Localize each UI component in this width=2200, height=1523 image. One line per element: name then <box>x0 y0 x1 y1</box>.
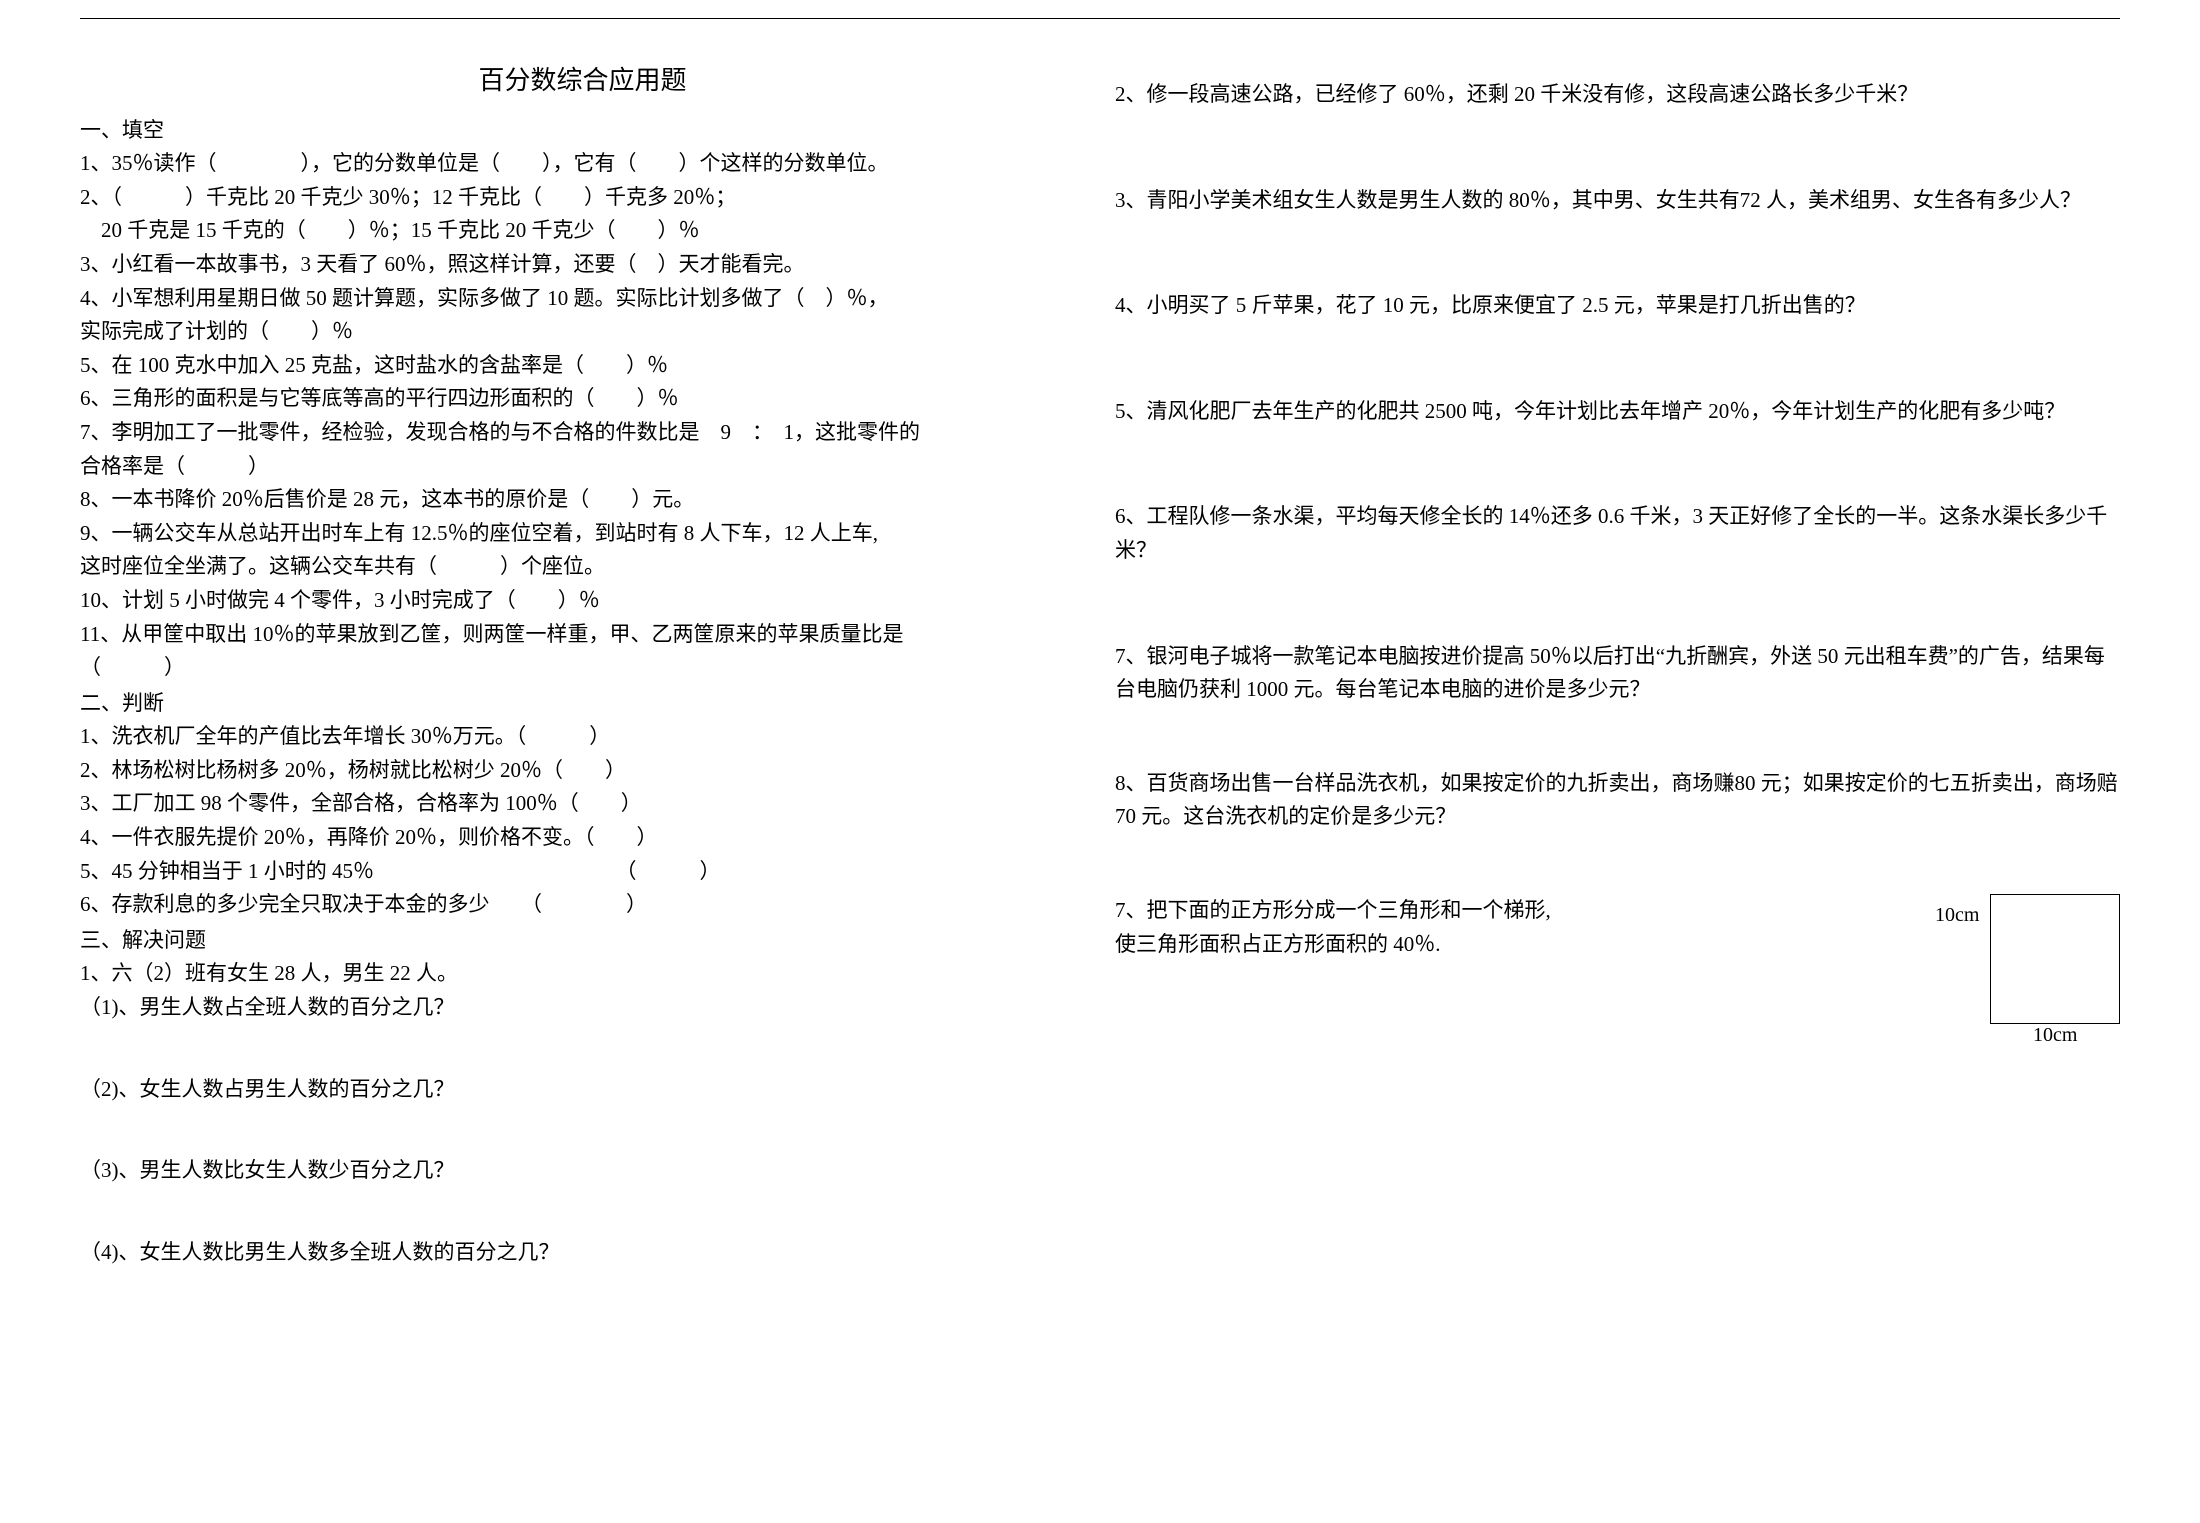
fill-q4-b: 实际完成了计划的（ ）％ <box>80 315 1085 349</box>
fill-q8: 8、一本书降价 20％后售价是 28 元，这本书的原价是（ ）元。 <box>80 483 1085 517</box>
prob-3: 3、青阳小学美术组女生人数是男生人数的 80％，其中男、女生共有72 人，美术组… <box>1115 184 2120 218</box>
section-2-head: 二、判断 <box>80 687 1085 721</box>
prob-2: 2、修一段高速公路，已经修了 60％，还剩 20 千米没有修，这段高速公路长多少… <box>1115 78 2120 112</box>
section-3-head: 三、解决问题 <box>80 924 1085 958</box>
page-title: 百分数综合应用题 <box>80 60 1085 102</box>
fill-q9-b: 这时座位全坐满了。这辆公交车共有（ ）个座位。 <box>80 550 1085 584</box>
square-bottom-label: 10cm <box>2033 1019 2077 1051</box>
prob-8: 8、百货商场出售一台样品洗衣机，如果按定价的九折卖出，商场赚80 元；如果按定价… <box>1115 767 2120 834</box>
section-1-head: 一、填空 <box>80 114 1085 148</box>
fill-q1: 1、35％读作（ ），它的分数单位是（ ），它有（ ）个这样的分数单位。 <box>80 147 1085 181</box>
page-columns: 百分数综合应用题 一、填空 1、35％读作（ ），它的分数单位是（ ），它有（ … <box>80 60 2120 1269</box>
header-rule <box>80 18 2120 19</box>
prob-1: 1、六（2）班有女生 28 人，男生 22 人。 <box>80 957 1085 991</box>
judge-3: 3、工厂加工 98 个零件，全部合格，合格率为 100％（ ） <box>80 787 1085 821</box>
judge-4: 4、一件衣服先提价 20％，再降价 20％，则价格不变。（ ） <box>80 821 1085 855</box>
fill-q5: 5、在 100 克水中加入 25 克盐，这时盐水的含盐率是（ ）％ <box>80 349 1085 383</box>
prob-4: 4、小明买了 5 斤苹果，花了 10 元，比原来便宜了 2.5 元，苹果是打几折… <box>1115 289 2120 323</box>
right-column: 2、修一段高速公路，已经修了 60％，还剩 20 千米没有修，这段高速公路长多少… <box>1115 60 2120 1269</box>
left-column: 百分数综合应用题 一、填空 1、35％读作（ ），它的分数单位是（ ），它有（ … <box>80 60 1085 1269</box>
fill-q2-a: 2、（ ）千克比 20 千克少 30％；12 千克比（ ）千克多 20％； <box>80 181 1085 215</box>
fill-q7-b: 合格率是（ ） <box>80 450 1085 484</box>
prob-9-b: 使三角形面积占正方形面积的 40％. <box>1115 928 1976 962</box>
gap <box>80 1025 1085 1073</box>
spacer <box>1115 60 2120 78</box>
judge-5: 5、45 分钟相当于 1 小时的 45％ （ ） <box>80 855 1085 889</box>
prob-1-1: （1)、男生人数占全班人数的百分之几？ <box>80 991 1085 1025</box>
prob-5: 5、清风化肥厂去年生产的化肥共 2500 吨，今年计划比去年增产 20％，今年计… <box>1115 395 2120 429</box>
judge-6: 6、存款利息的多少完全只取决于本金的多少 （ ） <box>80 888 1085 922</box>
prob-9-a: 7、把下面的正方形分成一个三角形和一个梯形, <box>1115 894 1976 928</box>
prob-9-text: 7、把下面的正方形分成一个三角形和一个梯形, 使三角形面积占正方形面积的 40％… <box>1115 894 1976 961</box>
fill-q9-a: 9、一辆公交车从总站开出时车上有 12.5％的座位空着，到站时有 8 人下车，1… <box>80 517 1085 551</box>
prob-1-3: （3)、男生人数比女生人数少百分之几？ <box>80 1154 1085 1188</box>
fill-q7-a: 7、李明加工了一批零件，经检验，发现合格的与不合格的件数比是 9 ： 1，这批零… <box>80 416 1085 450</box>
fill-q11-b: （ ） <box>80 651 1085 685</box>
square-left-label: 10cm <box>1935 899 1979 931</box>
prob-7: 7、银河电子城将一款笔记本电脑按进价提高 50％以后打出“九折酬宾，外送 50 … <box>1115 640 2120 707</box>
prob-6: 6、工程队修一条水渠，平均每天修全长的 14％还多 0.6 千米，3 天正好修了… <box>1115 500 2120 567</box>
prob-1-2: （2)、女生人数占男生人数的百分之几？ <box>80 1073 1085 1107</box>
gap <box>80 1106 1085 1154</box>
fill-q10: 10、计划 5 小时做完 4 个零件，3 小时完成了（ ）％ <box>80 584 1085 618</box>
square-figure: 10cm 10cm <box>1990 894 2120 1024</box>
fill-q3: 3、小红看一本故事书，3 天看了 60％，照这样计算，还要（ ）天才能看完。 <box>80 248 1085 282</box>
gap <box>80 1188 1085 1236</box>
prob-9-wrap: 7、把下面的正方形分成一个三角形和一个梯形, 使三角形面积占正方形面积的 40％… <box>1115 894 2120 1024</box>
fill-q6: 6、三角形的面积是与它等底等高的平行四边形面积的（ ）％ <box>80 382 1085 416</box>
fill-q11-a: 11、从甲筐中取出 10％的苹果放到乙筐，则两筐一样重，甲、乙两筐原来的苹果质量… <box>80 618 1085 652</box>
fill-q4-a: 4、小军想利用星期日做 50 题计算题，实际多做了 10 题。实际比计划多做了（… <box>80 282 1085 316</box>
judge-1: 1、洗衣机厂全年的产值比去年增长 30％万元。（ ） <box>80 720 1085 754</box>
prob-1-4: （4)、女生人数比男生人数多全班人数的百分之几？ <box>80 1236 1085 1270</box>
fill-q2-b: 20 千克是 15 千克的（ ）％；15 千克比 20 千克少（ ）％ <box>80 214 1085 248</box>
judge-2: 2、林场松树比杨树多 20％，杨树就比松树少 20％（ ） <box>80 754 1085 788</box>
